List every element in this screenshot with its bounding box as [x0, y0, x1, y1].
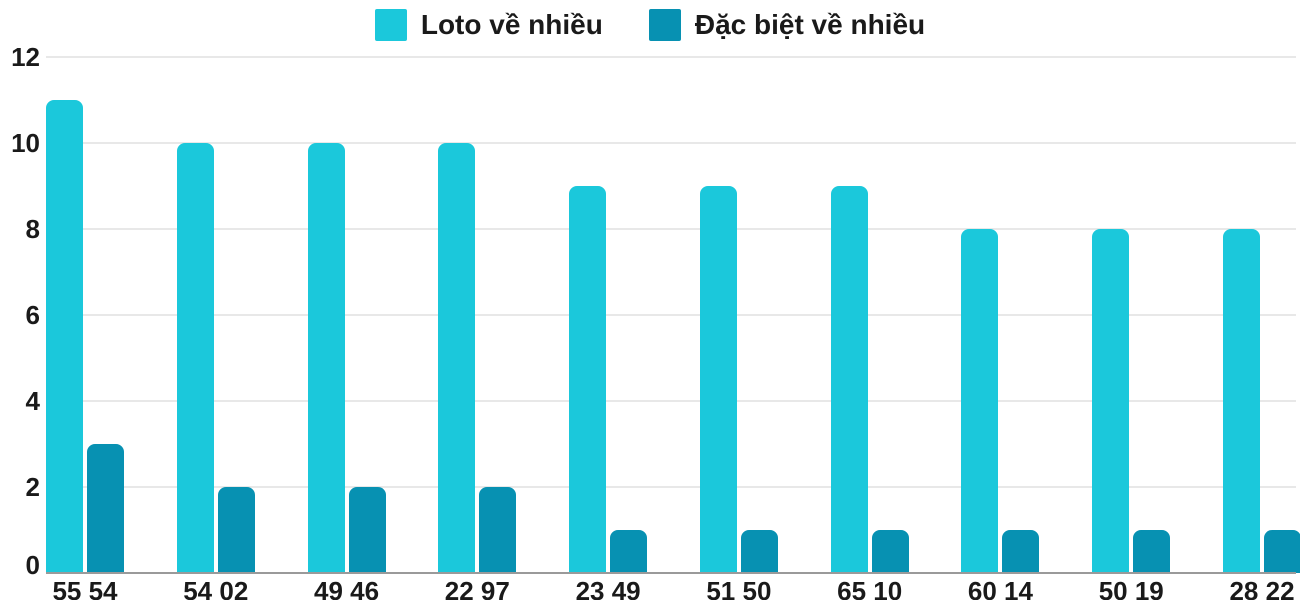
x-axis-tick-label: 51 50 [706, 576, 772, 600]
bar-loto-60-14[interactable] [961, 229, 999, 573]
bar-dacbiet-60-14[interactable] [1002, 530, 1040, 573]
y-axis-tick-label: 4 [25, 386, 40, 416]
bar-loto-50-19[interactable] [1092, 229, 1130, 573]
bar-dacbiet-49-46[interactable] [348, 487, 386, 573]
legend-label: Đặc biệt về nhiều [694, 9, 926, 40]
bar-loto-51-50[interactable] [699, 186, 737, 573]
x-axis-tick-label: 22 97 [444, 576, 510, 600]
bar-loto-22-97[interactable] [438, 143, 476, 573]
bar-dacbiet-54-02[interactable] [217, 487, 255, 573]
legend-swatch-icon [648, 9, 681, 41]
y-axis-tick-label: 2 [25, 472, 40, 502]
bar-dacbiet-55-54[interactable] [87, 444, 124, 573]
y-axis-tick-label: 8 [25, 214, 40, 244]
x-axis-tick-label: 49 46 [314, 576, 380, 600]
bar-dacbiet-50-19[interactable] [1133, 530, 1171, 573]
legend-item-series-0[interactable]: Loto về nhiều [374, 9, 603, 41]
x-axis-tick-label: 50 19 [1098, 576, 1164, 600]
bar-loto-54-02[interactable] [176, 143, 214, 573]
x-axis-tick-label: 28 22 [1229, 576, 1295, 600]
x-axis-line [46, 572, 1296, 574]
y-gridline-10 [46, 142, 1296, 144]
y-axis-tick-label: 12 [11, 42, 40, 72]
bar-loto-23-49[interactable] [569, 186, 607, 573]
bar-loto-49-46[interactable] [307, 143, 345, 573]
y-gridline-6 [46, 314, 1296, 316]
chart-legend: Loto về nhiều Đặc biệt về nhiều [0, 9, 1300, 41]
bar-dacbiet-28-22[interactable] [1264, 530, 1300, 573]
x-axis-tick-label: 55 54 [52, 576, 118, 600]
bar-loto-55-54[interactable] [46, 100, 83, 573]
x-axis-tick-label: 65 10 [837, 576, 903, 600]
y-axis-tick-label: 0 [25, 550, 40, 580]
legend-item-series-1[interactable]: Đặc biệt về nhiều [648, 9, 926, 41]
y-gridline-2 [46, 486, 1296, 488]
y-gridline-8 [46, 228, 1296, 230]
legend-label: Loto về nhiều [420, 9, 603, 40]
bar-dacbiet-23-49[interactable] [610, 530, 648, 573]
x-axis-tick-label: 23 49 [575, 576, 641, 600]
legend-swatch-icon [374, 9, 407, 41]
bar-dacbiet-51-50[interactable] [740, 530, 778, 573]
x-axis-tick-label: 60 14 [967, 576, 1033, 600]
y-axis-tick-label: 6 [25, 300, 40, 330]
x-axis-tick-label: 54 02 [183, 576, 249, 600]
y-gridline-4 [46, 400, 1296, 402]
bar-dacbiet-22-97[interactable] [479, 487, 517, 573]
y-gridline-12 [46, 56, 1296, 58]
bar-loto-65-10[interactable] [830, 186, 868, 573]
bar-dacbiet-65-10[interactable] [871, 530, 909, 573]
y-axis-tick-label: 10 [11, 128, 40, 158]
bar-loto-28-22[interactable] [1223, 229, 1261, 573]
